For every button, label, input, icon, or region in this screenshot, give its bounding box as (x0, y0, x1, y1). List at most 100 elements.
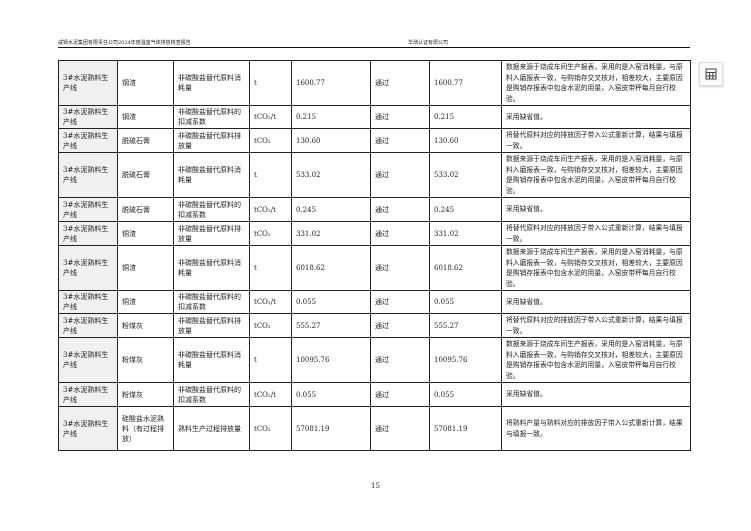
remark-cell: 数据来源于烧成车间生产报表，采用的是入窑消耗量，与原料入磨报表一致，与购销存交叉… (501, 60, 691, 106)
material-cell: 脱硫石膏 (117, 152, 174, 198)
verified-value-cell: 1600.77 (429, 60, 502, 106)
result-cell: 通过 (370, 128, 430, 153)
table-row: 3#水泥熟料生产线 脱硫石膏 非碳酸盐替代原料的扣减系数 tCO₂/t 0.245 通过 0… (58, 197, 691, 222)
unit-cell: tCO₂/t (249, 382, 292, 407)
result-cell: 通过 (370, 105, 430, 129)
remark-cell: 将替代原料对应的排放因子带入公式重新计算，结果与填报一致。 (501, 313, 691, 338)
material-cell: 硅酸盐水泥熟料（有过程排放） (117, 406, 174, 451)
remark-cell: 采用缺省值。 (501, 105, 691, 129)
material-cell: 钢渣 (117, 60, 174, 106)
reported-value-cell: 555.27 (291, 313, 371, 338)
parameter-cell: 非碳酸盐替代原料消耗量 (173, 152, 250, 198)
parameter-cell: 非碳酸盐替代原料排放量 (173, 313, 250, 338)
reported-value-cell: 10095.76 (291, 337, 371, 383)
material-cell: 粉煤灰 (117, 382, 174, 407)
remark-cell: 将替代原料对应的排放因子带入公式重新计算，结果与填报一致。 (501, 221, 691, 246)
table-row: 3#水泥熟料生产线 铜渣 非碳酸盐替代原料消耗量 t 6018.62 通过 6018.62 数… (58, 245, 691, 291)
unit-cell: tCO₂/t (249, 197, 292, 222)
table-row: 3#水泥熟料生产线 脱硫石膏 非碳酸盐替代原料消耗量 t 533.02 通过 533.02 数… (58, 152, 691, 198)
remark-cell: 采用缺省值。 (501, 290, 691, 314)
parameter-cell: 非碳酸盐替代原料的扣减系数 (173, 105, 250, 129)
table-row: 3#水泥熟料生产线 铜渣 非碳酸盐替代原料的扣减系数 tCO₂/t 0.055 通过 0.0… (58, 290, 691, 314)
line-cell: 3#水泥熟料生产线 (58, 128, 118, 153)
verified-value-cell: 0.215 (429, 105, 502, 129)
reported-value-cell: 0.055 (291, 382, 371, 407)
parameter-cell: 非碳酸盐替代原料的扣减系数 (173, 290, 250, 314)
line-cell: 3#水泥熟料生产线 (58, 337, 118, 383)
parameter-cell: 非碳酸盐替代原料消耗量 (173, 337, 250, 383)
unit-cell: tCO₂/t (249, 105, 292, 129)
table-row: 3#水泥熟料生产线 钢渣 非碳酸盐替代原料的扣减系数 tCO₂/t 0.215 通过 0.2… (58, 105, 691, 129)
material-cell: 铜渣 (117, 245, 174, 291)
line-cell: 3#水泥熟料生产线 (58, 152, 118, 198)
verified-value-cell: 555.27 (429, 313, 502, 338)
reported-value-cell: 1600.77 (291, 60, 371, 106)
line-cell: 3#水泥熟料生产线 (58, 290, 118, 314)
line-cell: 3#水泥熟料生产线 (58, 313, 118, 338)
table-icon[interactable] (699, 62, 723, 86)
verified-value-cell: 0.245 (429, 197, 502, 222)
line-cell: 3#水泥熟料生产线 (58, 245, 118, 291)
parameter-cell: 非碳酸盐替代原料消耗量 (173, 60, 250, 106)
line-cell: 3#水泥熟料生产线 (58, 197, 118, 222)
line-cell: 3#水泥熟料生产线 (58, 406, 118, 451)
line-cell: 3#水泥熟料生产线 (58, 105, 118, 129)
result-cell: 通过 (370, 382, 430, 407)
parameter-cell: 熟料生产过程排放量 (173, 406, 250, 451)
result-cell: 通过 (370, 152, 430, 198)
verified-value-cell: 533.02 (429, 152, 502, 198)
material-cell: 脱硫石膏 (117, 197, 174, 222)
material-cell: 粉煤灰 (117, 337, 174, 383)
unit-cell: t (249, 152, 292, 198)
page-number: 15 (371, 482, 380, 490)
reported-value-cell: 130.60 (291, 128, 371, 153)
remark-cell: 将熟料产量与熟料对应的排放因子带入公式重新计算，结果与填报一致。 (501, 406, 691, 451)
unit-cell: tCO₂/t (249, 290, 292, 314)
line-cell: 3#水泥熟料生产线 (58, 221, 118, 246)
reported-value-cell: 57081.19 (291, 406, 371, 451)
verified-value-cell: 10095.76 (429, 337, 502, 383)
parameter-cell: 非碳酸盐替代原料消耗量 (173, 245, 250, 291)
remark-cell: 数据来源于烧成车间生产报表，采用的是入窑消耗量，与原料入磨报表一致，与购销存交叉… (501, 152, 691, 198)
table-row: 3#水泥熟料生产线 粉煤灰 非碳酸盐替代原料的扣减系数 tCO₂/t 0.055 通过 0.… (58, 382, 691, 407)
remark-cell: 将替代原料对应的排放因子带入公式重新计算，结果与填报一致。 (501, 128, 691, 153)
remark-cell: 采用缺省值。 (501, 197, 691, 222)
unit-cell: t (249, 60, 292, 106)
result-cell: 通过 (370, 60, 430, 106)
table-row: 3#水泥熟料生产线 硅酸盐水泥熟料（有过程排放） 熟料生产过程排放量 tCO₂ 5708… (58, 406, 691, 451)
reported-value-cell: 0.245 (291, 197, 371, 222)
table-row: 3#水泥熟料生产线 脱硫石膏 非碳酸盐替代原料排放量 tCO₂ 130.60 通过 130.… (58, 128, 691, 153)
unit-cell: tCO₂ (249, 406, 292, 451)
result-cell: 通过 (370, 221, 430, 246)
result-cell: 通过 (370, 245, 430, 291)
result-cell: 通过 (370, 337, 430, 383)
remark-cell: 数据来源于烧成车间生产报表，采用的是入窑消耗量，与原料入磨报表一致，与购销存交叉… (501, 245, 691, 291)
table-row: 3#水泥熟料生产线 铜渣 非碳酸盐替代原料排放量 tCO₂ 331.02 通过 331.02… (58, 221, 691, 246)
line-cell: 3#水泥熟料生产线 (58, 382, 118, 407)
remark-cell: 数据来源于烧成车间生产报表，采用的是入窑消耗量，与原料入磨报表一致，与购销存交叉… (501, 337, 691, 383)
parameter-cell: 非碳酸盐替代原料的扣减系数 (173, 197, 250, 222)
material-cell: 铜渣 (117, 290, 174, 314)
verified-value-cell: 0.055 (429, 382, 502, 407)
verified-value-cell: 331.02 (429, 221, 502, 246)
remark-cell: 采用缺省值。 (501, 382, 691, 407)
table-row: 3#水泥熟料生产线 粉煤灰 非碳酸盐替代原料排放量 tCO₂ 555.27 通过 555.2… (58, 313, 691, 338)
reported-value-cell: 533.02 (291, 152, 371, 198)
result-cell: 通过 (370, 406, 430, 451)
verified-value-cell: 6018.62 (429, 245, 502, 291)
verified-value-cell: 57081.19 (429, 406, 502, 451)
material-cell: 粉煤灰 (117, 313, 174, 338)
material-cell: 铜渣 (117, 221, 174, 246)
material-cell: 脱硫石膏 (117, 128, 174, 153)
reported-value-cell: 0.055 (291, 290, 371, 314)
verified-value-cell: 130.60 (429, 128, 502, 153)
table-row: 3#水泥熟料生产线 钢渣 非碳酸盐替代原料消耗量 t 1600.77 通过 1600.77 数… (58, 60, 691, 106)
reported-value-cell: 6018.62 (291, 245, 371, 291)
line-cell: 3#水泥熟料生产线 (58, 60, 118, 106)
unit-cell: tCO₂ (249, 128, 292, 153)
result-cell: 通过 (370, 313, 430, 338)
unit-cell: t (249, 337, 292, 383)
verified-value-cell: 0.055 (429, 290, 502, 314)
reported-value-cell: 331.02 (291, 221, 371, 246)
result-cell: 通过 (370, 197, 430, 222)
